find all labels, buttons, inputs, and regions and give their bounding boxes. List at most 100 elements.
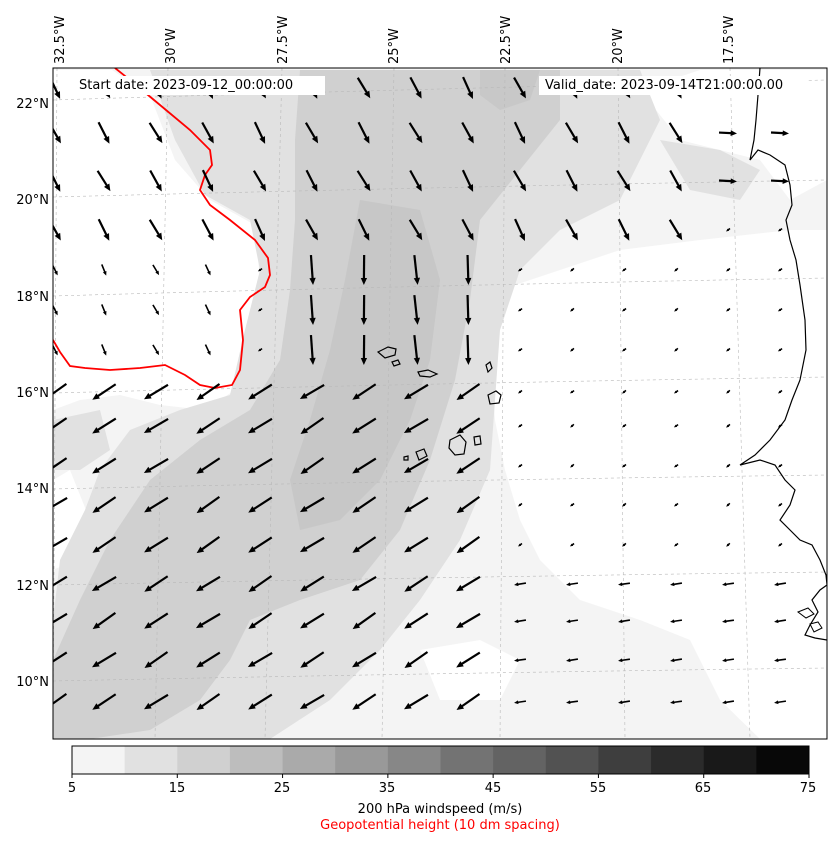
colorbar-tick-label: 5 <box>67 781 77 796</box>
colorbar-segment <box>282 746 336 774</box>
colorbar-segment <box>335 746 389 774</box>
wind-vectors <box>53 76 789 710</box>
wind-arrow <box>300 612 325 629</box>
wind-arrow <box>352 417 377 434</box>
wind-arrow <box>152 344 160 356</box>
wind-arrow <box>196 535 221 554</box>
lat-label-12n: 12°N <box>16 579 49 594</box>
wind-arrow <box>618 582 631 587</box>
lon-label-22-5w: 22.5°W <box>499 15 514 64</box>
wind-arrow <box>299 536 325 553</box>
wind-arrow <box>92 457 117 474</box>
wind-arrow <box>300 575 325 592</box>
lon-label-17-5w: 17.5°W <box>722 15 737 64</box>
wind-arrow <box>518 389 523 394</box>
wind-arrow <box>618 658 631 663</box>
wind-arrow <box>144 496 169 513</box>
wind-arrow <box>248 536 273 553</box>
map-frame <box>52 67 828 740</box>
colorbar-segment <box>493 746 547 774</box>
african-coastline <box>739 68 827 641</box>
wind-arrow <box>770 178 789 184</box>
colorbar-tick-label: 15 <box>168 781 186 796</box>
wind-arrow <box>622 423 627 428</box>
wind-arrow <box>404 383 429 400</box>
wind-arrow <box>517 463 523 468</box>
colorbar-tick-label: 75 <box>799 781 817 796</box>
wind-arrow <box>300 417 325 434</box>
colorbar-tick-label: 45 <box>484 781 502 796</box>
wind-arrow <box>517 423 523 428</box>
wind-arrow <box>404 575 429 592</box>
wind-arrow <box>352 496 377 513</box>
wind-arrow <box>513 77 526 99</box>
colorbar-segment <box>229 746 284 774</box>
wind-arrow <box>518 542 523 547</box>
wind-arrow <box>622 389 627 394</box>
wind-arrow <box>305 219 318 241</box>
wind-arrow <box>352 457 377 474</box>
wind-arrow <box>774 582 787 587</box>
wind-arrow <box>413 294 421 325</box>
wind-arrow <box>195 612 221 629</box>
wind-arrow <box>517 347 523 352</box>
wind-arrow <box>97 218 110 241</box>
wind-arrow <box>674 347 679 352</box>
wind-arrow <box>456 457 481 474</box>
wind-arrow <box>309 294 316 325</box>
wind-arrow <box>669 169 682 192</box>
wind-arrow <box>299 384 325 400</box>
wind-arrow <box>196 575 221 592</box>
wind-arrow <box>673 463 679 468</box>
lon-label-27-5w: 27.5°W <box>276 15 291 64</box>
wind-arrow <box>309 334 316 365</box>
wind-arrow <box>777 463 783 468</box>
wind-arrow <box>774 700 787 705</box>
wind-arrow <box>403 458 429 474</box>
wind-arrow <box>204 304 211 316</box>
wind-arrow <box>53 382 68 395</box>
wind-arrow <box>152 304 160 316</box>
wind-arrow <box>300 457 325 474</box>
wind-arrow <box>360 254 368 285</box>
wind-arrow <box>144 651 169 668</box>
wind-arrow <box>201 218 214 241</box>
wind-arrow <box>777 423 783 428</box>
wind-arrow <box>404 612 429 629</box>
colorbar-frame <box>71 745 810 775</box>
wind-arrow <box>622 502 627 507</box>
wind-arrow <box>248 383 273 400</box>
wind-arrow <box>196 651 221 668</box>
wind-arrow <box>92 496 117 513</box>
wind-arrow <box>513 121 526 144</box>
wind-arrow <box>726 307 731 312</box>
colorbar-segment <box>598 746 652 774</box>
wind-arrow <box>565 169 578 192</box>
wind-arrow <box>778 542 783 547</box>
wind-arrow <box>53 174 61 192</box>
lon-label-20w: 20°W <box>611 28 626 64</box>
colorbar-tick-label: 55 <box>589 781 607 796</box>
wind-arrow <box>357 121 370 144</box>
wind-arrow <box>514 619 527 624</box>
wind-arrow <box>570 347 575 352</box>
wind-arrow <box>621 347 627 352</box>
colorbar-title: 200 hPa windspeed (m/s) <box>357 802 523 817</box>
wind-arrow <box>668 219 683 241</box>
wind-arrow <box>204 264 211 276</box>
wind-arrow <box>196 383 221 400</box>
wind-arrow <box>257 347 263 352</box>
wind-arrow <box>357 218 370 241</box>
wind-arrow <box>204 344 211 356</box>
wind-arrow <box>299 496 325 513</box>
wind-arrow <box>144 536 169 553</box>
wind-arrow <box>569 389 575 394</box>
colorbar-segment <box>177 746 231 774</box>
wind-arrow <box>726 267 731 272</box>
wind-arrow <box>92 536 117 553</box>
wind-arrow <box>53 537 68 548</box>
wind-arrow <box>722 658 735 663</box>
wind-arrow <box>53 575 68 587</box>
wind-arrow <box>777 267 783 272</box>
